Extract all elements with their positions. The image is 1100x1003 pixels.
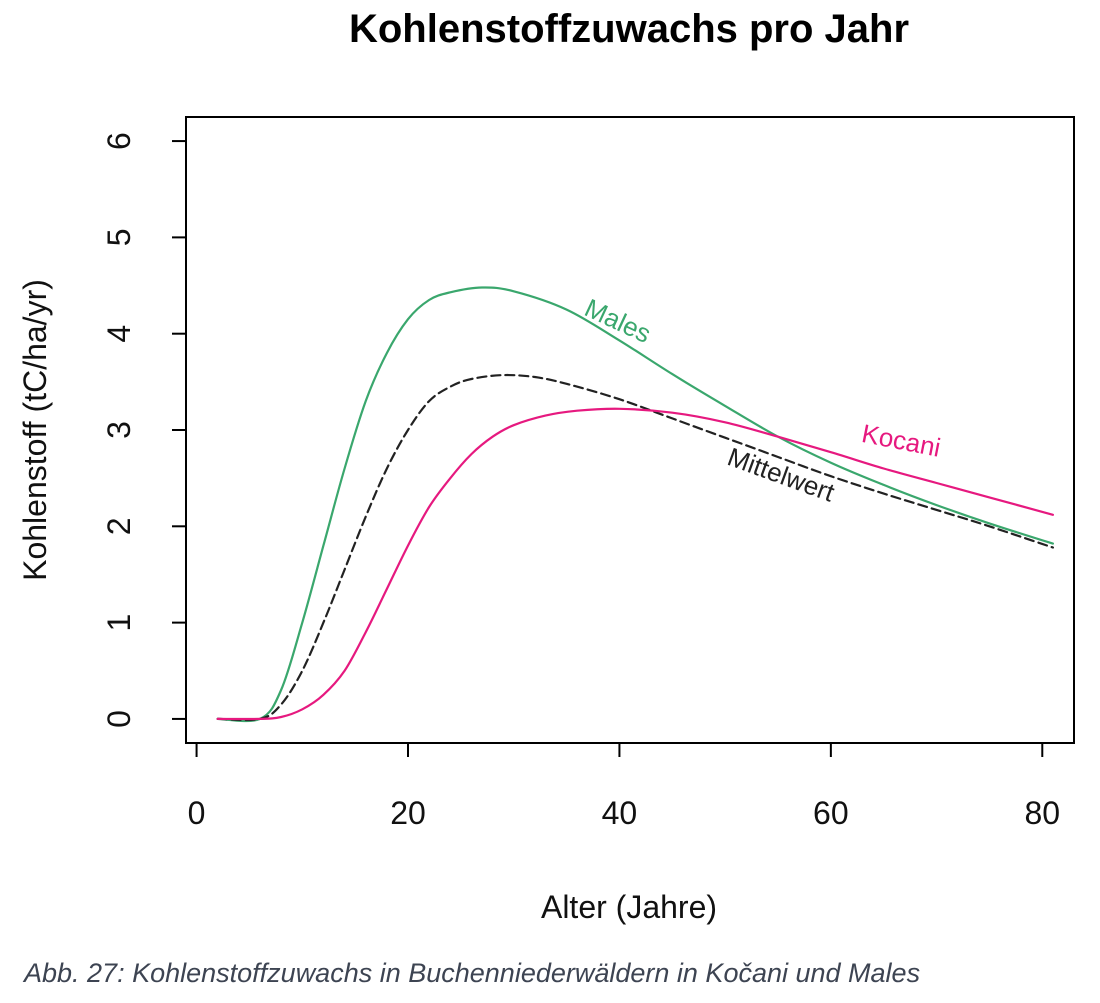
y-tick-label: 4 bbox=[101, 325, 137, 343]
series-layer bbox=[216, 286, 1054, 723]
x-tick-label: 20 bbox=[390, 795, 426, 831]
series-line-kocani bbox=[216, 407, 1054, 721]
y-tick-label: 1 bbox=[101, 614, 137, 632]
x-tick-label: 40 bbox=[602, 795, 638, 831]
y-axis-label: Kohlenstoff (tC/ha/yr) bbox=[17, 279, 53, 581]
y-tick-label: 2 bbox=[101, 517, 137, 535]
chart-title: Kohlenstoffzuwachs pro Jahr bbox=[349, 7, 909, 51]
x-tick-label: 60 bbox=[813, 795, 849, 831]
plot-frame bbox=[185, 116, 1075, 744]
series-line-mittelwert bbox=[216, 373, 1054, 722]
y-tick-label: 0 bbox=[101, 710, 137, 728]
series-label-kocani: Kocani bbox=[859, 418, 943, 463]
x-tick-label: 0 bbox=[188, 795, 206, 831]
y-tick-label: 5 bbox=[101, 228, 137, 246]
x-tick-label: 80 bbox=[1024, 795, 1060, 831]
figure-caption: Abb. 27: Kohlenstoffzuwachs in Buchennie… bbox=[24, 958, 921, 988]
series-label-mittelwert: Mittelwert bbox=[724, 441, 840, 508]
axes: 0 20 40 60 80 0 1 2 3 4 5 6 bbox=[101, 132, 1060, 831]
y-tick-label: 3 bbox=[101, 421, 137, 439]
line-chart: Kohlenstoffzuwachs pro Jahr 0 20 40 60 80 0 1 2… bbox=[17, 7, 1075, 925]
x-axis-label: Alter (Jahre) bbox=[541, 889, 717, 925]
y-tick-label: 6 bbox=[101, 132, 137, 150]
series-line-males bbox=[216, 286, 1054, 723]
